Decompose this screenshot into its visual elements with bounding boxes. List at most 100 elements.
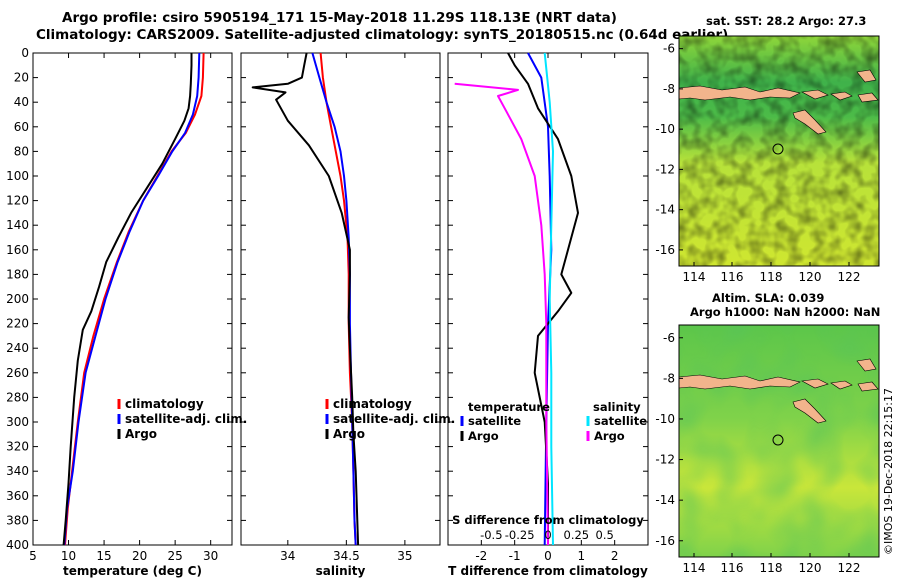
sst-lat-tick-label: -8 xyxy=(663,82,675,96)
diff-legend-temp-label: Argo xyxy=(468,429,499,443)
diff-legend-temperature-heading: temperature xyxy=(468,400,550,414)
sla-lat-tick-label: -8 xyxy=(663,371,675,385)
salinity-x-tick-label: 34 xyxy=(280,549,295,563)
sst-map-frame xyxy=(678,35,880,267)
temperature-x-tick-label: 15 xyxy=(96,549,111,563)
temperature-x-axis-label: temperature (deg C) xyxy=(63,564,202,578)
diff-x2-tick-label: -0.5 xyxy=(480,528,502,542)
sst-lon-tick-label: 114 xyxy=(683,270,706,284)
temperature-series-argo xyxy=(62,53,193,546)
y-tick-label: 400 xyxy=(6,538,29,552)
differences-series-salinity-argo xyxy=(454,82,549,546)
sla-lon-tick-label: 114 xyxy=(683,561,706,575)
y-tick-label: 120 xyxy=(6,194,29,208)
y-tick-label: 240 xyxy=(6,341,29,355)
y-tick-label: 140 xyxy=(6,218,29,232)
sla-map-title: Altim. SLA: 0.039 xyxy=(712,291,825,305)
temperature-x-tick-label: 20 xyxy=(132,549,147,563)
sst-lat-tick-label: -12 xyxy=(655,162,675,176)
differences-series-salinity-satellite xyxy=(543,52,554,546)
sla-map xyxy=(679,325,879,557)
diff-legend-sal-label: satellite xyxy=(594,414,647,428)
y-tick-label: 280 xyxy=(6,390,29,404)
sla-lat-tick-label: -16 xyxy=(655,534,675,548)
y-tick-label: 340 xyxy=(6,464,29,478)
sst-lat-tick-label: -14 xyxy=(655,203,675,217)
y-tick-label: 60 xyxy=(14,120,29,134)
sla-map-subtitle: Argo h1000: NaN h2000: NaN xyxy=(690,305,881,319)
sst-lon-tick-label: 116 xyxy=(721,270,744,284)
differences-x-tick-label: 2 xyxy=(611,549,619,563)
differences-x-axis-label: T difference from climatology xyxy=(448,564,648,578)
y-tick-label: 300 xyxy=(6,415,29,429)
sla-map-frame xyxy=(678,324,880,558)
title-line1: Argo profile: csiro 5905194_171 15-May-2… xyxy=(62,10,617,26)
sst-map-title: sat. SST: 28.2 Argo: 27.3 xyxy=(706,14,867,28)
sst-lon-tick-label: 122 xyxy=(838,270,861,284)
salinity-x-axis-label: salinity xyxy=(316,564,366,578)
sst-lat-tick-label: -6 xyxy=(663,42,675,56)
y-tick-label: 200 xyxy=(6,292,29,306)
diff-x2-tick-label: 0.5 xyxy=(596,528,614,542)
temperature-x-tick-label: 30 xyxy=(203,549,218,563)
temperature-legend-label: Argo xyxy=(125,427,157,441)
sst-lon-tick-label: 120 xyxy=(799,270,822,284)
y-tick-label: 180 xyxy=(6,267,29,281)
differences-x-tick-label: -1 xyxy=(509,549,521,563)
diff-x2-tick-label: -0.25 xyxy=(505,528,535,542)
temperature-x-tick-label: 10 xyxy=(61,549,76,563)
y-tick-label: 220 xyxy=(6,317,29,331)
salinity-legend-label: climatology xyxy=(333,397,412,411)
differences-x-tick-label: 0 xyxy=(544,549,552,563)
y-tick-label: 0 xyxy=(21,46,29,60)
differences-series-temperature-argo xyxy=(507,52,579,545)
temperature-series-satellite-adj-clim- xyxy=(63,52,201,546)
salinity-plot-frame xyxy=(240,52,441,546)
y-tick-label: 160 xyxy=(6,243,29,257)
sla-lon-tick-label: 116 xyxy=(721,561,744,575)
diff-legend-temp-label: satellite xyxy=(468,414,521,428)
sla-argo-marker xyxy=(772,434,784,446)
diff-x2-axis-label: S difference from climatology xyxy=(452,513,644,527)
y-tick-label: 80 xyxy=(14,144,29,158)
sst-map xyxy=(679,36,879,266)
salinity-x-tick-label: 35 xyxy=(397,549,412,563)
y-tick-label: 260 xyxy=(6,366,29,380)
temperature-x-tick-label: 5 xyxy=(29,549,37,563)
y-tick-label: 40 xyxy=(14,95,29,109)
diff-x2-tick-label: 0 xyxy=(544,528,551,542)
sla-lon-tick-label: 122 xyxy=(838,561,861,575)
sla-lat-tick-label: -10 xyxy=(655,412,675,426)
title-line2: Climatology: CARS2009. Satellite-adjuste… xyxy=(36,27,729,43)
salinity-series-satellite-adj-clim- xyxy=(311,52,357,546)
temperature-legend-label: satellite-adj. clim. xyxy=(125,412,247,426)
salinity-series-argo xyxy=(251,52,360,546)
sla-lon-tick-label: 120 xyxy=(799,561,822,575)
y-tick-label: 100 xyxy=(6,169,29,183)
diff-legend-sal-label: Argo xyxy=(594,429,625,443)
sst-lat-tick-label: -10 xyxy=(655,122,675,136)
salinity-x-tick-label: 34.5 xyxy=(333,549,360,563)
y-tick-label: 360 xyxy=(6,489,29,503)
temperature-legend-label: climatology xyxy=(125,397,204,411)
sla-lat-tick-label: -6 xyxy=(663,331,675,345)
sst-lon-tick-label: 118 xyxy=(760,270,783,284)
sst-lat-tick-label: -16 xyxy=(655,243,675,257)
y-tick-label: 20 xyxy=(14,71,29,85)
sla-texture xyxy=(679,325,879,557)
differences-x-tick-label: -2 xyxy=(475,549,487,563)
diff-x2-tick-label: 0.25 xyxy=(564,528,590,542)
sst-argo-marker xyxy=(772,143,784,155)
sla-land xyxy=(679,358,879,424)
sst-texture xyxy=(679,36,879,266)
differences-x-tick-label: 1 xyxy=(578,549,586,563)
sla-lat-tick-label: -14 xyxy=(655,493,675,507)
temperature-x-tick-label: 25 xyxy=(168,549,183,563)
y-tick-label: 320 xyxy=(6,440,29,454)
salinity-legend-label: satellite-adj. clim. xyxy=(333,412,455,426)
salinity-legend-label: Argo xyxy=(333,427,365,441)
diff-legend-salinity-heading: salinity xyxy=(593,400,641,414)
sla-lon-tick-label: 118 xyxy=(760,561,783,575)
y-tick-label: 380 xyxy=(6,513,29,527)
